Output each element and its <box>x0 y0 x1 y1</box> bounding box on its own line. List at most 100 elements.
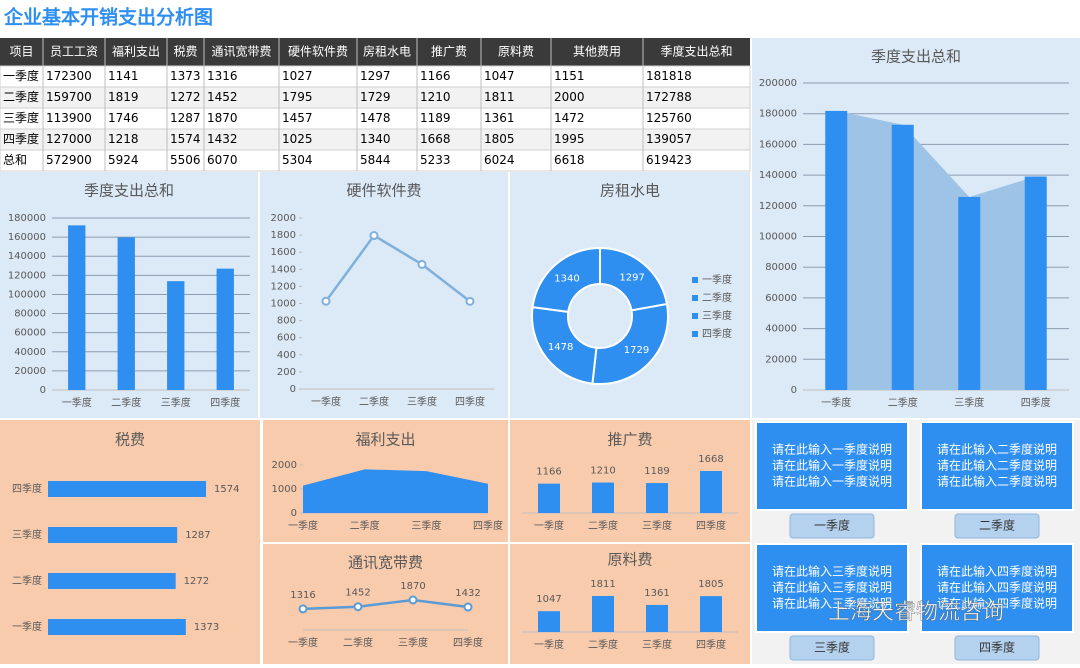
y-tick-label: 二季度 <box>12 574 42 587</box>
table-cell: 1027 <box>282 69 313 83</box>
table-cell: 1746 <box>108 111 139 125</box>
data-label: 1729 <box>624 345 649 356</box>
data-label: 1361 <box>644 588 669 599</box>
legend-label: 四季度 <box>702 327 732 340</box>
table-row-bg <box>0 149 751 172</box>
table-cell: 1151 <box>554 69 585 83</box>
note-text: 请在此输入二季度说明 <box>937 442 1057 457</box>
data-label: 1811 <box>590 579 615 590</box>
y-tick-label: 1000 <box>271 299 296 310</box>
y-tick-label: 140000 <box>8 251 46 262</box>
y-tick-label: 2000 <box>272 460 297 471</box>
data-label: 1668 <box>698 454 723 465</box>
watermark: 上海天睿物流咨询 <box>828 600 1004 625</box>
y-tick-label: 20000 <box>765 354 797 365</box>
chart-title: 通讯宽带费 <box>348 554 423 572</box>
note-text: 请在此输入四季度说明 <box>937 580 1057 595</box>
data-label: 1166 <box>536 467 561 478</box>
chart-title: 福利支出 <box>355 431 415 449</box>
data-label: 1189 <box>644 466 669 477</box>
chart-title: 硬件软件费 <box>346 182 421 200</box>
chart-panel <box>260 172 508 418</box>
table-cell: 1811 <box>484 90 515 104</box>
donut-slice <box>531 306 598 385</box>
bar <box>117 237 135 390</box>
y-tick-label: 一季度 <box>12 620 42 633</box>
note-text: 请在此输入一季度说明 <box>772 442 892 457</box>
table-cell: 6070 <box>207 153 238 167</box>
table-cell: 619423 <box>646 153 692 167</box>
note-text: 请在此输入三季度说明 <box>772 580 892 595</box>
table-cell: 1218 <box>108 132 139 146</box>
data-label: 1574 <box>214 484 239 495</box>
x-tick-label: 四季度 <box>210 396 240 409</box>
y-tick-label: 100000 <box>759 232 797 243</box>
bar <box>48 527 178 543</box>
table-header-cell: 税费 <box>173 45 197 59</box>
x-tick-label: 三季度 <box>161 396 191 409</box>
table-cell: 1457 <box>282 111 313 125</box>
x-tick-label: 四季度 <box>696 519 726 532</box>
table-cell: 1729 <box>360 90 391 104</box>
note-button-label: 四季度 <box>979 640 1015 655</box>
table-header-cell: 原料费 <box>498 45 534 59</box>
note-text: 请在此输入四季度说明 <box>937 564 1057 579</box>
table-header-bg <box>0 38 750 66</box>
bar <box>1024 176 1047 390</box>
line <box>324 233 471 303</box>
table-cell: 1047 <box>484 69 515 83</box>
bar <box>167 281 185 390</box>
table-cell: 四季度 <box>3 131 39 146</box>
note-button-label: 三季度 <box>814 640 850 655</box>
y-tick-label: 120000 <box>759 201 797 212</box>
y-tick-label: 1600 <box>271 247 296 258</box>
table-cell: 总和 <box>3 153 27 167</box>
legend-swatch <box>692 313 698 319</box>
bar <box>700 471 722 513</box>
chart-title: 季度支出总和 <box>871 48 961 66</box>
table-cell: 172300 <box>46 69 92 83</box>
y-tick-label: 2000 <box>271 213 296 224</box>
note-text: 请在此输入四季度说明 <box>937 596 1057 611</box>
table-header-cell: 通讯宽带费 <box>211 44 271 59</box>
bar <box>592 482 614 513</box>
y-tick-label: 100000 <box>8 289 46 300</box>
table-header-cell: 福利支出 <box>112 44 160 59</box>
table-cell: 三季度 <box>3 110 39 125</box>
table-cell: 5844 <box>360 153 391 167</box>
table-cell: 1210 <box>420 90 451 104</box>
x-tick-label: 二季度 <box>111 396 141 409</box>
point <box>321 296 331 306</box>
x-tick-label: 一季度 <box>288 636 318 649</box>
x-tick-label: 一季度 <box>534 519 564 532</box>
table-header-cell: 推广费 <box>431 45 467 59</box>
y-tick-label: 200000 <box>759 78 797 89</box>
note-button[interactable] <box>789 635 875 661</box>
bar <box>48 481 206 497</box>
data-label: 1340 <box>554 273 579 284</box>
y-tick-label: 600 <box>277 333 296 344</box>
note-button[interactable] <box>954 635 1040 661</box>
note-button[interactable] <box>954 513 1040 539</box>
bar <box>216 268 234 390</box>
bar <box>646 483 668 513</box>
x-tick-label: 二季度 <box>350 519 380 532</box>
y-tick-label: 180000 <box>8 213 46 224</box>
y-tick-label: 0 <box>291 508 297 519</box>
data-label: 1452 <box>345 588 370 599</box>
table-cell: 172788 <box>646 90 692 104</box>
table-cell: 1995 <box>554 132 585 146</box>
y-tick-label: 60000 <box>765 293 797 304</box>
data-label: 1287 <box>185 530 210 541</box>
chart-title: 税费 <box>115 431 145 449</box>
legend-label: 一季度 <box>702 273 732 286</box>
chart-title: 原料费 <box>607 551 652 569</box>
note-button[interactable] <box>789 513 875 539</box>
table-cell: 1166 <box>420 69 451 83</box>
note-text: 请在此输入三季度说明 <box>772 596 892 611</box>
table-cell: 5506 <box>170 153 201 167</box>
table-cell: 1668 <box>420 132 451 146</box>
note-box <box>755 421 909 511</box>
x-tick-label: 一季度 <box>821 396 851 409</box>
